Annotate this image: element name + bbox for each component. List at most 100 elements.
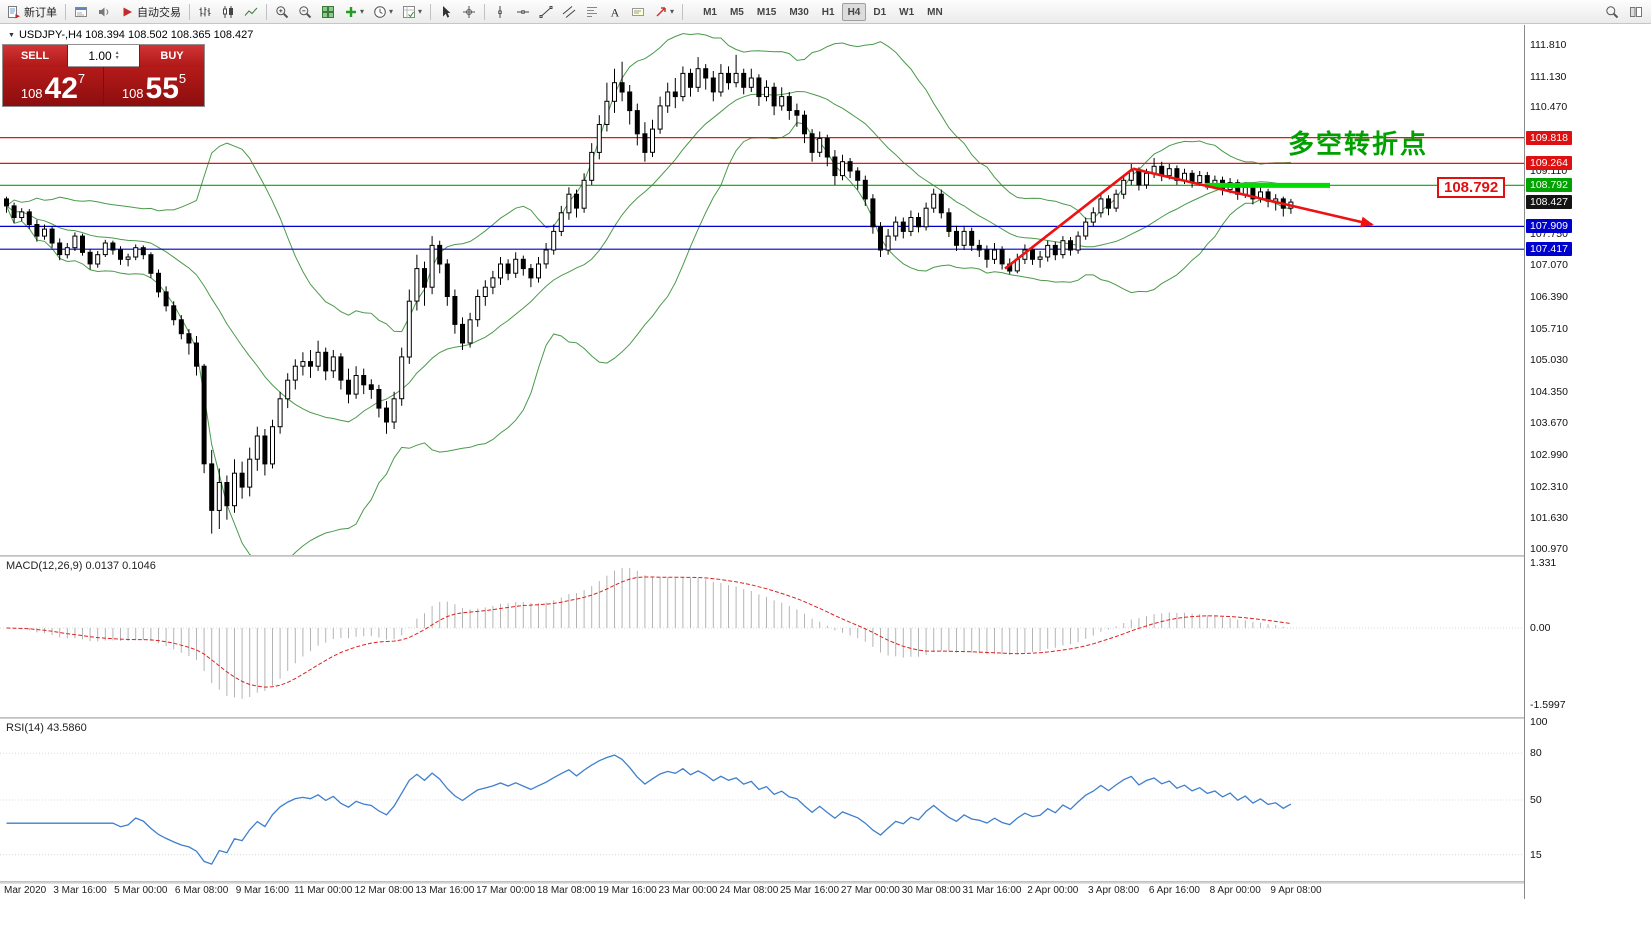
add-indicator-button[interactable]: ▾ bbox=[340, 2, 368, 22]
horizontal-line-icon bbox=[517, 9, 530, 14]
time-axis-label: 27 Mar 00:00 bbox=[840, 885, 900, 896]
autotrade-label: 自动交易 bbox=[137, 6, 181, 19]
bar-chart-button[interactable] bbox=[194, 2, 216, 22]
separator bbox=[65, 3, 66, 20]
autotrade-icon bbox=[123, 7, 132, 16]
tile-windows-icon bbox=[322, 5, 334, 18]
timeframe-H1[interactable]: H1 bbox=[816, 3, 841, 21]
templates-button[interactable]: ▾ bbox=[398, 2, 426, 22]
tile-windows-button[interactable] bbox=[317, 2, 339, 22]
price-axis-label: 102.310 bbox=[1530, 480, 1568, 493]
time-axis-label: Mar 2020 bbox=[4, 885, 47, 896]
zoom-in-button[interactable] bbox=[271, 2, 293, 22]
sell-price-pip: 7 bbox=[77, 71, 86, 86]
panel-splitter[interactable] bbox=[0, 555, 1651, 558]
pivot-annotation: 多空转折点 bbox=[1288, 129, 1429, 159]
macd-axis-label: 0.00 bbox=[1530, 622, 1551, 634]
price-axis-label: 102.990 bbox=[1530, 449, 1568, 462]
rsi-panel[interactable]: RSI(14) 43.5860 bbox=[0, 719, 1524, 881]
buy-price-pip: 5 bbox=[178, 71, 187, 86]
time-axis-label: 31 Mar 16:00 bbox=[962, 885, 1022, 896]
macd-panel[interactable]: MACD(12,26,9) 0.0137 0.1046 bbox=[0, 557, 1524, 717]
lot-spinner[interactable]: ▴ ▾ bbox=[115, 49, 119, 61]
horizontal-line-button[interactable] bbox=[512, 2, 534, 22]
layout-button[interactable] bbox=[1625, 2, 1647, 22]
new-order-button[interactable]: 新订单 bbox=[3, 2, 61, 22]
separator bbox=[189, 3, 190, 20]
rsi-axis-label: 100 bbox=[1530, 716, 1548, 728]
timeframe-M15[interactable]: M15 bbox=[751, 3, 782, 21]
chart-info: ▼ USDJPY-,H4 108.394 108.502 108.365 108… bbox=[8, 29, 253, 41]
fibonacci-icon bbox=[587, 6, 598, 17]
lot-size-input[interactable]: 1.00 ▴ ▾ bbox=[68, 45, 139, 67]
sound-icon bbox=[99, 7, 109, 16]
rsi-axis-label: 15 bbox=[1530, 848, 1542, 861]
period-icon bbox=[374, 5, 386, 18]
sell-button[interactable]: SELL bbox=[3, 45, 68, 67]
price-axis-label: 104.350 bbox=[1530, 385, 1568, 398]
separator bbox=[682, 3, 684, 20]
trendline-icon bbox=[539, 5, 553, 18]
line-chart-button[interactable] bbox=[240, 2, 262, 22]
macd-axis-label: -1.5997 bbox=[1530, 699, 1566, 712]
price-axis-badge: 108.792 bbox=[1526, 178, 1572, 193]
autotrade-button[interactable]: 自动交易 bbox=[116, 2, 185, 22]
time-axis-label: 9 Apr 08:00 bbox=[1270, 885, 1322, 896]
channel-button[interactable] bbox=[558, 2, 580, 22]
price-axis[interactable]: 111.810 111.130 110.470 109.110 107.750 107.0… bbox=[1524, 25, 1651, 899]
rsi-label: RSI(14) 43.5860 bbox=[6, 722, 87, 734]
crosshair-button[interactable] bbox=[458, 2, 480, 22]
alerts-button[interactable] bbox=[93, 2, 115, 22]
time-axis-label: 5 Mar 00:00 bbox=[114, 885, 168, 896]
arrow-shapes-button[interactable]: ▾ bbox=[650, 2, 678, 22]
panel-splitter[interactable] bbox=[0, 881, 1651, 884]
spinner-down-icon[interactable]: ▾ bbox=[115, 54, 119, 61]
time-axis-label: 8 Apr 00:00 bbox=[1209, 885, 1261, 896]
candlestick-chart-button[interactable] bbox=[217, 2, 239, 22]
time-axis-label: 30 Mar 08:00 bbox=[901, 885, 961, 896]
zoom-out-button[interactable] bbox=[294, 2, 316, 22]
cursor-button[interactable] bbox=[435, 2, 457, 22]
time-axis-label: 18 Mar 08:00 bbox=[536, 885, 596, 896]
search-button[interactable] bbox=[1601, 2, 1623, 22]
timeframe-H4[interactable]: H4 bbox=[841, 2, 867, 21]
periods-button[interactable]: ▾ bbox=[369, 2, 397, 22]
sell-price[interactable]: 108 42 7 bbox=[3, 67, 103, 106]
time-axis-label: 9 Mar 16:00 bbox=[235, 885, 290, 896]
vertical-line-button[interactable] bbox=[489, 2, 511, 22]
collapse-panel-icon[interactable]: ▼ bbox=[8, 31, 15, 39]
profiles-button[interactable] bbox=[70, 2, 92, 22]
fibonacci-button[interactable] bbox=[581, 2, 603, 22]
timeframe-W1[interactable]: W1 bbox=[893, 3, 920, 21]
time-axis[interactable]: Mar 2020 3 Mar 16:00 5 Mar 00:00 6 Mar 08:0… bbox=[0, 884, 1524, 899]
macd-label: MACD(12,26,9) 0.0137 0.1046 bbox=[6, 560, 156, 572]
timeframe-MN[interactable]: MN bbox=[921, 3, 949, 21]
label-button[interactable] bbox=[627, 2, 649, 22]
buy-price[interactable]: 108 55 5 bbox=[104, 67, 204, 106]
price-callout-label[interactable]: 108.792 bbox=[1437, 177, 1506, 198]
main-chart[interactable]: ▼ USDJPY-,H4 108.394 108.502 108.365 108… bbox=[0, 25, 1524, 555]
new-order-icon bbox=[8, 5, 20, 18]
time-axis-label: 12 Mar 08:00 bbox=[354, 885, 414, 896]
time-axis-label: 2 Apr 00:00 bbox=[1027, 885, 1079, 896]
trendline-button[interactable] bbox=[535, 2, 557, 22]
cursor-icon bbox=[443, 5, 451, 18]
rsi-axis-label: 50 bbox=[1530, 794, 1542, 806]
buy-button[interactable]: BUY bbox=[139, 45, 204, 67]
timeframe-M1[interactable]: M1 bbox=[697, 3, 723, 21]
divider bbox=[103, 67, 104, 106]
price-axis-label: 106.390 bbox=[1530, 290, 1568, 303]
chevron-down-icon: ▾ bbox=[360, 7, 365, 16]
price-axis-label: 103.670 bbox=[1530, 417, 1568, 430]
timeframe-D1[interactable]: D1 bbox=[867, 3, 892, 21]
symbol-ohlc-text: USDJPY-,H4 108.394 108.502 108.365 108.4… bbox=[18, 29, 254, 41]
separator bbox=[266, 3, 267, 20]
chevron-down-icon: ▾ bbox=[670, 7, 675, 16]
lot-size-value: 1.00 bbox=[88, 48, 112, 63]
timeframe-M30[interactable]: M30 bbox=[783, 3, 814, 21]
timeframe-M5[interactable]: M5 bbox=[724, 3, 750, 21]
time-axis-label: 11 Mar 00:00 bbox=[294, 885, 353, 896]
spinner-up-icon[interactable]: ▴ bbox=[115, 49, 119, 56]
text-button[interactable]: A bbox=[604, 2, 626, 22]
panel-splitter[interactable] bbox=[0, 717, 1651, 720]
